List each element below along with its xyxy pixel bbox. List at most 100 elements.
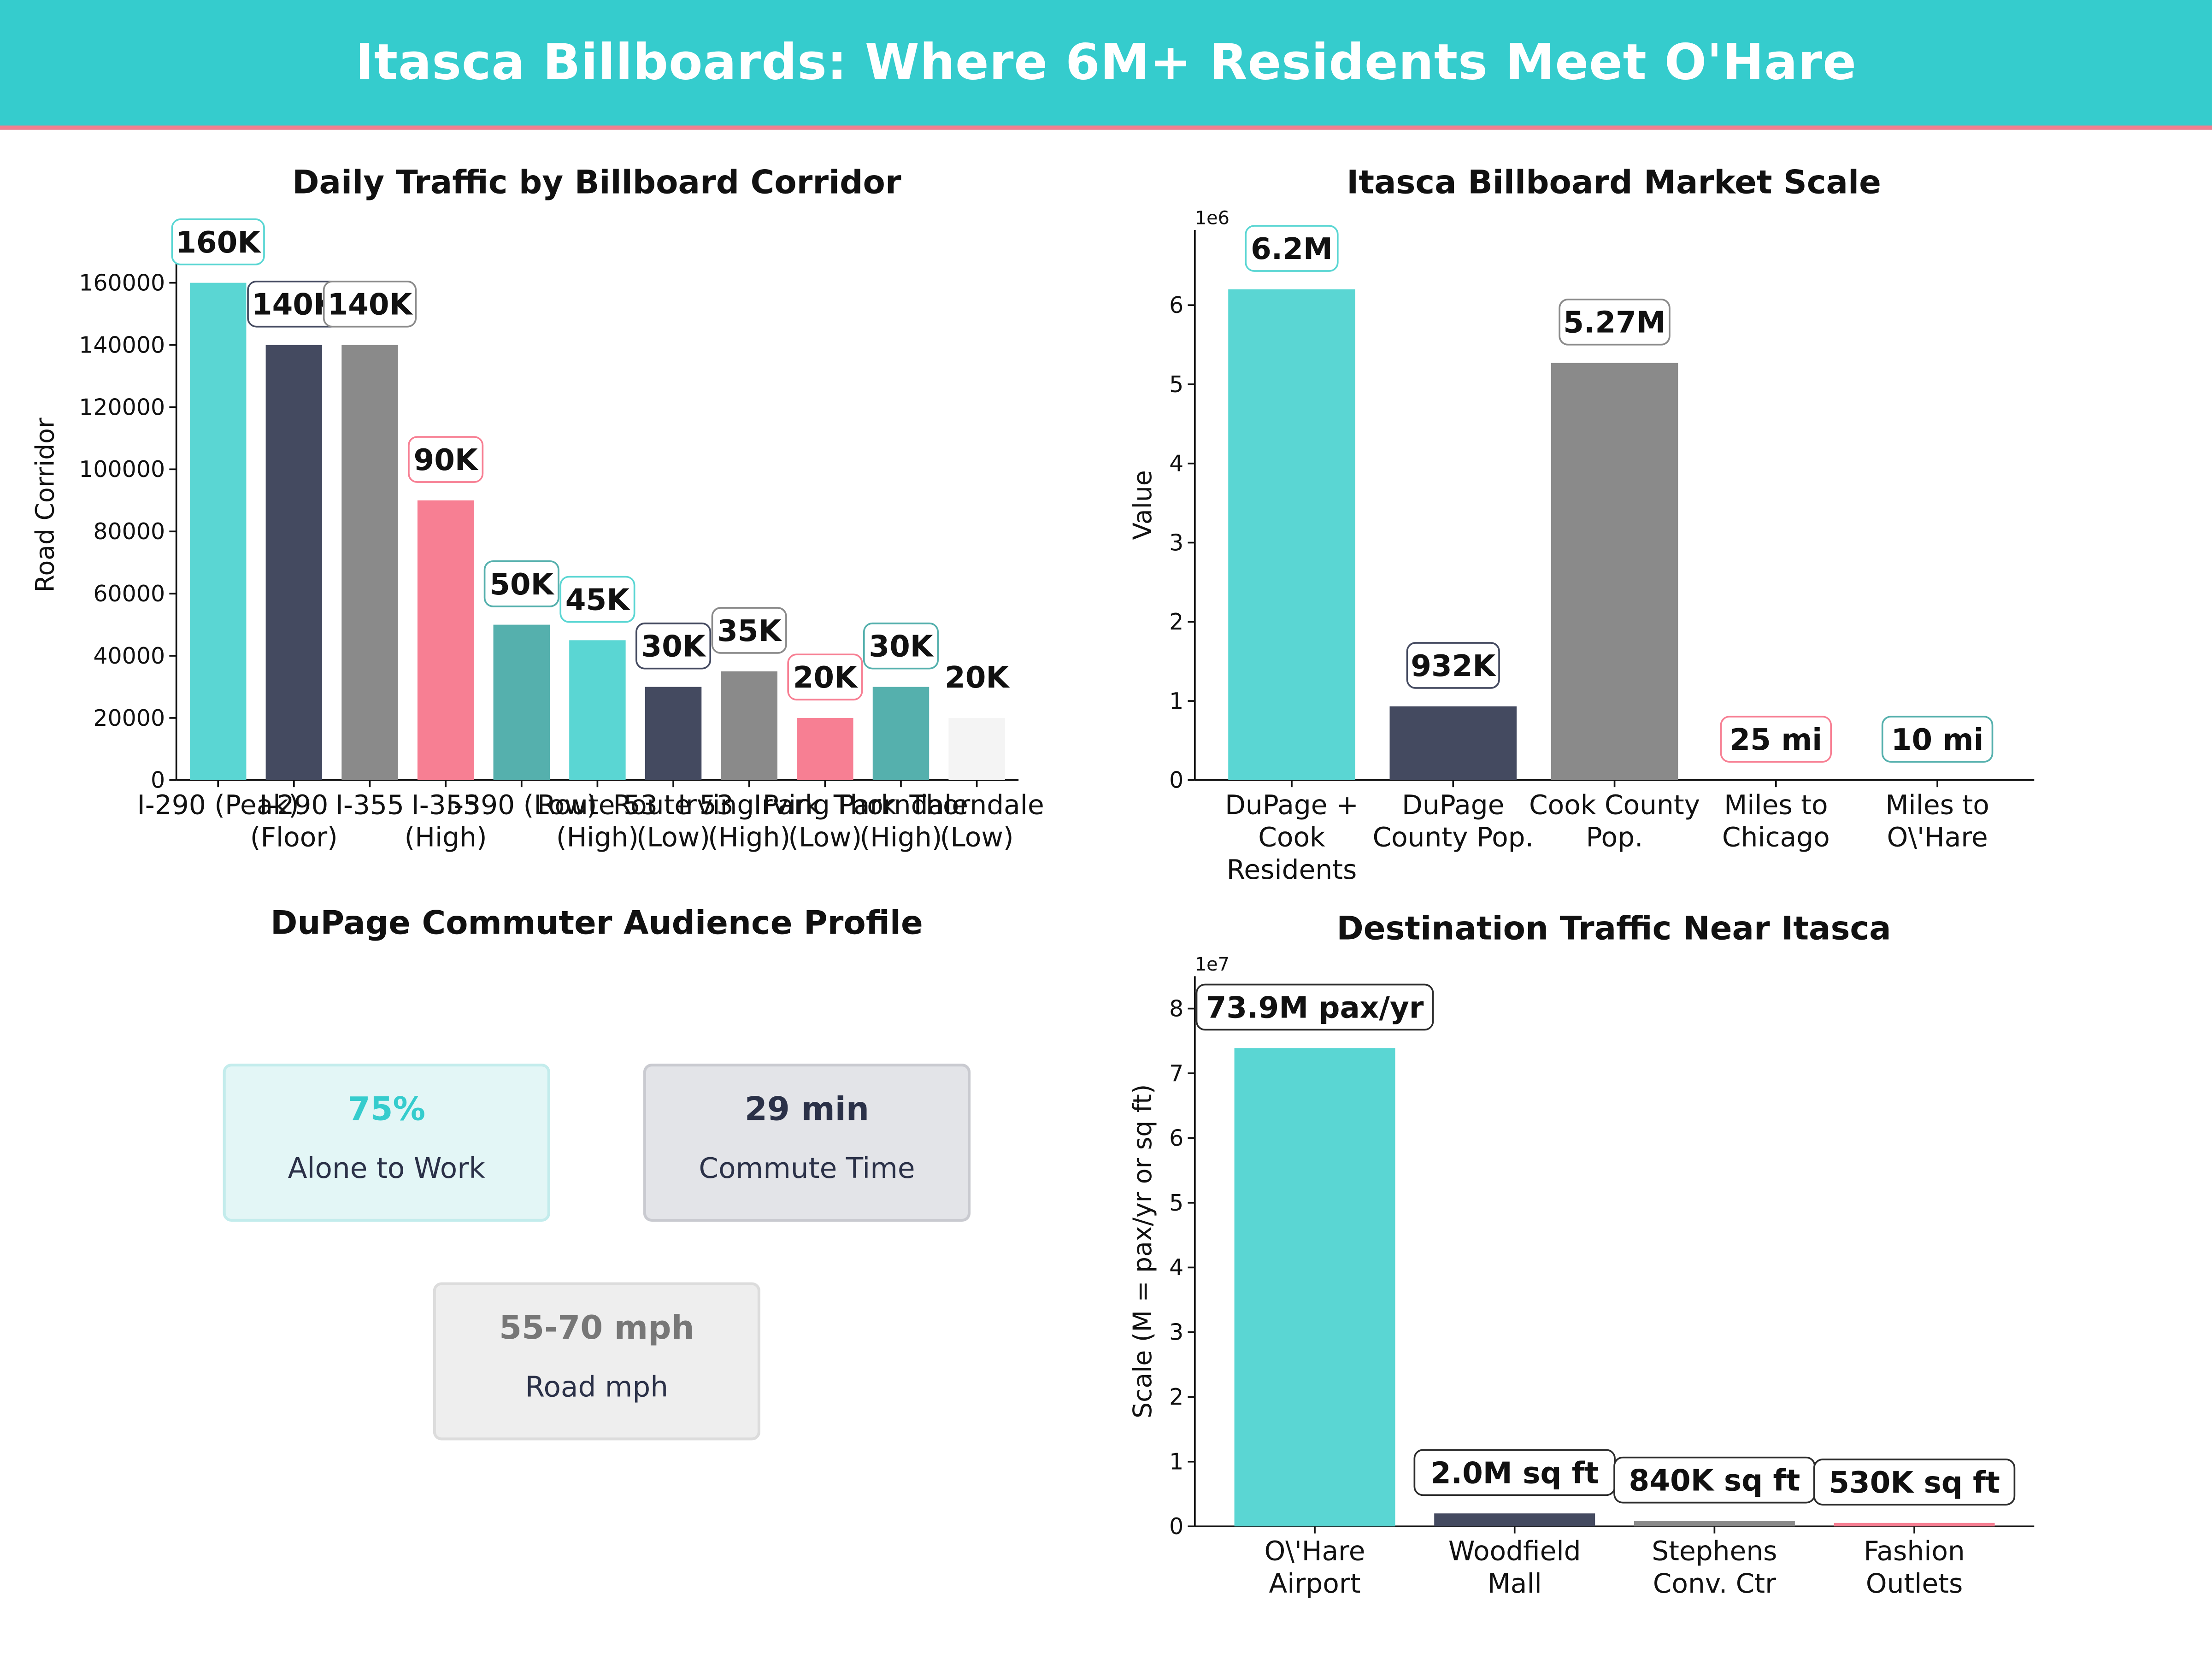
- bar: [189, 282, 247, 780]
- kpi-label-commute: Commute Time: [699, 1151, 915, 1185]
- data-label: 90K: [414, 443, 479, 477]
- data-label: 140K: [328, 288, 413, 322]
- data-label: 840K sq ft: [1629, 1464, 1800, 1498]
- y-tick-label: 120000: [79, 394, 165, 420]
- data-label: 30K: [869, 629, 934, 664]
- y-tick-label: 3: [1169, 1319, 1183, 1346]
- kpi-card-alone: 75% Alone to Work: [223, 1064, 550, 1222]
- bar: [341, 345, 398, 780]
- kpi-value-commute: 29 min: [744, 1092, 870, 1129]
- y-tick-label: 100000: [79, 456, 165, 482]
- x-tick-label: I-355: [335, 789, 404, 820]
- y-tick-label: 3: [1169, 529, 1183, 556]
- kpi-value-alone: 75%: [347, 1092, 426, 1129]
- kpi-card-speed: 55-70 mph Road mph: [433, 1282, 760, 1441]
- bar: [721, 671, 777, 780]
- data-label-box: [1881, 716, 1994, 763]
- y-tick-label: 5: [1169, 1190, 1183, 1216]
- kpi-value-speed: 55-70 mph: [499, 1310, 694, 1347]
- header-banner: Itasca Billboards: Where 6M+ Residents M…: [0, 0, 2212, 130]
- bar: [797, 718, 853, 780]
- data-label: 30K: [641, 629, 706, 664]
- y-tick-label: 4: [1169, 1254, 1183, 1281]
- x-tick-label: I-390 (Low): [446, 789, 597, 820]
- x-tick-label: DuPage County Pop.: [1372, 789, 1534, 853]
- x-tick-label: I-355 (High): [405, 789, 487, 853]
- chart-market: Itasca Billboard Market Scale 0 1 2 3 4 5 6 1e6 V…: [1128, 163, 2035, 885]
- bar: [569, 640, 626, 780]
- data-label-box: [323, 280, 417, 328]
- data-label-box: [1406, 642, 1500, 689]
- data-label: 20K: [945, 660, 1010, 695]
- data-label: 932K: [1411, 649, 1496, 683]
- bar: [493, 624, 550, 780]
- y-tick-label: 0: [151, 767, 165, 794]
- data-label-box: [939, 653, 1015, 700]
- bar: [1434, 1513, 1595, 1527]
- y-tick-label: 0: [1169, 767, 1183, 794]
- bar: [1228, 289, 1355, 780]
- audience-title: DuPage Commuter Audience Profile: [270, 906, 923, 942]
- x-tick-label: Miles to O\'Hare: [1885, 789, 1989, 853]
- data-label-box: [711, 607, 787, 654]
- axis-offset-label: 1e6: [1195, 208, 1230, 229]
- y-tick-label: 40000: [93, 643, 165, 669]
- y-tick-label: 0: [1169, 1513, 1183, 1540]
- data-label: 160K: [176, 225, 261, 260]
- y-tick-label: 1: [1169, 688, 1183, 714]
- x-tick-label: Woodfield Mall: [1448, 1535, 1581, 1599]
- chart-title: Destination Traffic Near Itasca: [1336, 910, 1891, 947]
- y-tick-label: 160000: [79, 270, 165, 296]
- y-axis-label: Value: [1128, 470, 1157, 540]
- x-tick-label: Miles to Chicago: [1722, 789, 1830, 853]
- data-label: 6.2M: [1251, 232, 1333, 266]
- bar: [872, 687, 930, 780]
- x-tick-label: DuPage + Cook Residents: [1225, 789, 1359, 885]
- page-title: Itasca Billboards: Where 6M+ Residents M…: [355, 35, 1857, 92]
- x-tick-label: Thorndale (Low): [909, 789, 1044, 853]
- data-label-box: [171, 218, 265, 265]
- y-tick-label: 8: [1169, 995, 1183, 1022]
- x-tick-label: I-290 (Peak): [137, 789, 299, 820]
- x-tick-label: O\'Hare Airport: [1264, 1535, 1365, 1599]
- data-label: 2.0M sq ft: [1430, 1456, 1599, 1490]
- y-axis-label: Road Corridor: [30, 418, 59, 592]
- x-tick-label: Route 53 (High): [537, 789, 658, 853]
- data-label: 73.9M pax/yr: [1206, 990, 1424, 1025]
- data-label-box: [1720, 716, 1832, 763]
- bar: [645, 687, 702, 780]
- x-tick-label: Fashion Outlets: [1864, 1535, 1965, 1599]
- bar: [1834, 1523, 1995, 1527]
- chart-traffic: Daily Traffic by Billboard Corridor 0 2000…: [30, 163, 1044, 853]
- data-label-box: [559, 576, 635, 623]
- y-tick-label: 60000: [93, 581, 165, 607]
- kpi-card-commute: 29 min Commute Time: [643, 1064, 971, 1222]
- y-tick-label: 6: [1169, 292, 1183, 318]
- y-tick-label: 20000: [93, 705, 165, 731]
- data-label-box: [635, 622, 712, 670]
- y-tick-label: 5: [1169, 371, 1183, 398]
- data-label: 10 mi: [1891, 723, 1984, 757]
- data-label-box: [483, 560, 559, 607]
- y-tick-label: 2: [1169, 1384, 1183, 1410]
- data-label-box: [1813, 1459, 2016, 1506]
- data-label: 50K: [489, 567, 554, 602]
- bar: [265, 345, 323, 780]
- data-label: 530K sq ft: [1829, 1465, 2000, 1500]
- y-tick-label: 80000: [93, 518, 165, 545]
- data-label: 25 mi: [1730, 723, 1822, 757]
- data-label: 35K: [717, 614, 782, 648]
- x-tick-label: Cook County Pop.: [1529, 789, 1700, 853]
- y-tick-label: 2: [1169, 609, 1183, 635]
- axis-offset-label: 1e7: [1195, 954, 1230, 975]
- x-tick-label: Irving Park (Low): [754, 789, 897, 853]
- bar: [417, 500, 474, 780]
- x-tick-label: Thorndale (High): [833, 789, 968, 853]
- x-tick-label: Irving Park (High): [678, 789, 821, 853]
- bar: [1634, 1521, 1795, 1527]
- y-tick-label: 4: [1169, 451, 1183, 477]
- data-label-box: [787, 653, 863, 700]
- y-tick-label: 1: [1169, 1449, 1183, 1475]
